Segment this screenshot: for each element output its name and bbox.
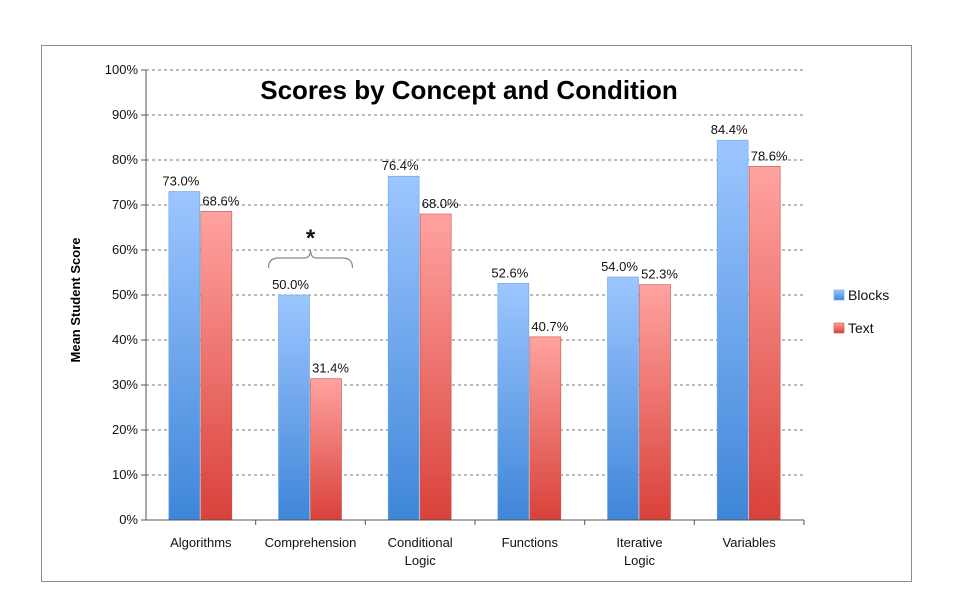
blocks-bar [497,282,530,521]
data-label: 52.6% [491,265,528,280]
data-label: 78.6% [751,148,788,163]
y-axis-label: Mean Student Score [68,238,83,363]
text-bar [419,213,452,521]
significance-marker: * [306,225,316,252]
data-label: 40.7% [531,319,568,334]
y-tick-label: 90% [112,107,138,122]
y-tick-label: 10% [112,467,138,482]
text-bar [748,166,781,521]
data-label: 50.0% [272,277,309,292]
chart-title: Scores by Concept and Condition [260,75,677,105]
data-label: 68.0% [422,196,459,211]
x-tick-label: Comprehension [265,535,357,550]
gridlines [146,69,804,476]
x-tick-label: Functions [502,535,559,550]
legend-swatch-text [833,322,845,334]
legend: Blocks Text [833,287,889,336]
x-tick-label: Iterative [616,535,662,550]
data-label: 68.6% [202,193,239,208]
y-tick-label: 70% [112,197,138,212]
data-labels: 73.0%68.6% 50.0% 31.4% 76.4% 68.0% 52.6% 40.7%… [162,122,788,376]
data-label: 73.0% [162,174,199,189]
x-tick-label: Logic [624,553,656,568]
text-bar [200,211,233,521]
data-label: 52.3% [641,267,678,282]
blocks-bar [716,139,749,521]
legend-label: Blocks [848,287,889,303]
data-label: 76.4% [382,158,419,173]
x-tick-label: Algorithms [170,535,232,550]
legend-label: Text [848,320,874,336]
blocks-bar [387,175,420,521]
legend-swatch-blocks [833,289,845,301]
y-tick-label: 50% [112,287,138,302]
x-tick-label: Variables [723,535,777,550]
significance-brace [267,249,354,269]
x-tick-label: Conditional [388,535,453,550]
text-bar [529,336,562,521]
y-tick-label: 100% [105,62,139,77]
y-tick-label: 60% [112,242,138,257]
x-tick-label: Logic [405,553,437,568]
data-label: 84.4% [711,122,748,137]
y-tick-label: 0% [119,512,138,527]
y-tick-label: 80% [112,152,138,167]
axes: 0% 10% 20% 30% 40% 50% 60% 70% 80% 90% 100% Algorit… [105,62,805,568]
y-tick-label: 20% [112,422,138,437]
bars [168,139,781,521]
data-label: 54.0% [601,259,638,274]
blocks-bar [607,276,639,521]
data-label: 31.4% [312,361,349,376]
blocks-bar [168,191,201,521]
text-bar [639,284,671,521]
y-tick-label: 30% [112,377,138,392]
y-tick-label: 40% [112,332,138,347]
blocks-bar [278,294,310,521]
text-bar [310,378,342,521]
